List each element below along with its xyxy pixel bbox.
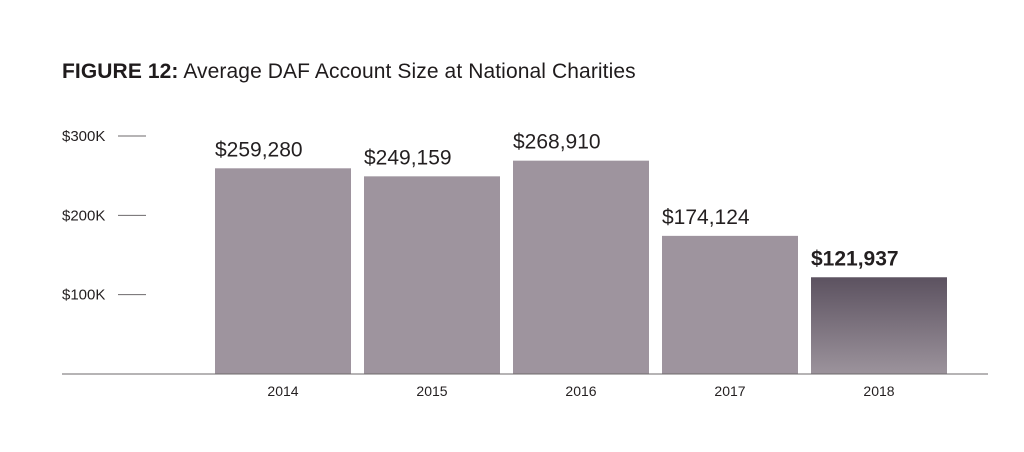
bar-2016 — [513, 160, 649, 374]
x-tick-label: 2017 — [714, 383, 745, 399]
x-tick-label: 2018 — [863, 383, 894, 399]
bar-2017 — [662, 235, 798, 374]
chart-title: FIGURE 12: Average DAF Account Size at N… — [62, 60, 636, 84]
y-tick-label: $200K — [62, 207, 105, 224]
figure-number: FIGURE 12: — [62, 60, 179, 83]
data-label-2017: $174,124 — [662, 206, 750, 229]
data-label-2014: $259,280 — [215, 138, 303, 161]
figure-title-text: Average DAF Account Size at National Cha… — [183, 60, 636, 83]
data-labels: $259,280 $249,159 $268,910 $174,124 $121,937 — [215, 131, 899, 271]
data-label-2015: $249,159 — [364, 146, 452, 169]
data-label-2018: $121,937 — [811, 247, 899, 270]
x-tick-label: 2015 — [416, 383, 447, 399]
x-tick-label: 2016 — [565, 383, 596, 399]
x-tick-label: 2014 — [267, 383, 298, 399]
y-axis: $100K $200K $300K — [62, 128, 146, 304]
x-axis: 2014 2015 2016 2017 2018 — [62, 373, 988, 399]
bar-2015 — [364, 176, 500, 374]
bar-2018 — [811, 277, 947, 374]
y-tick-label: $300K — [62, 128, 105, 145]
y-tick-label: $100K — [62, 287, 105, 304]
bars — [215, 160, 947, 374]
bar-2014 — [215, 168, 351, 374]
data-label-2016: $268,910 — [513, 131, 601, 154]
